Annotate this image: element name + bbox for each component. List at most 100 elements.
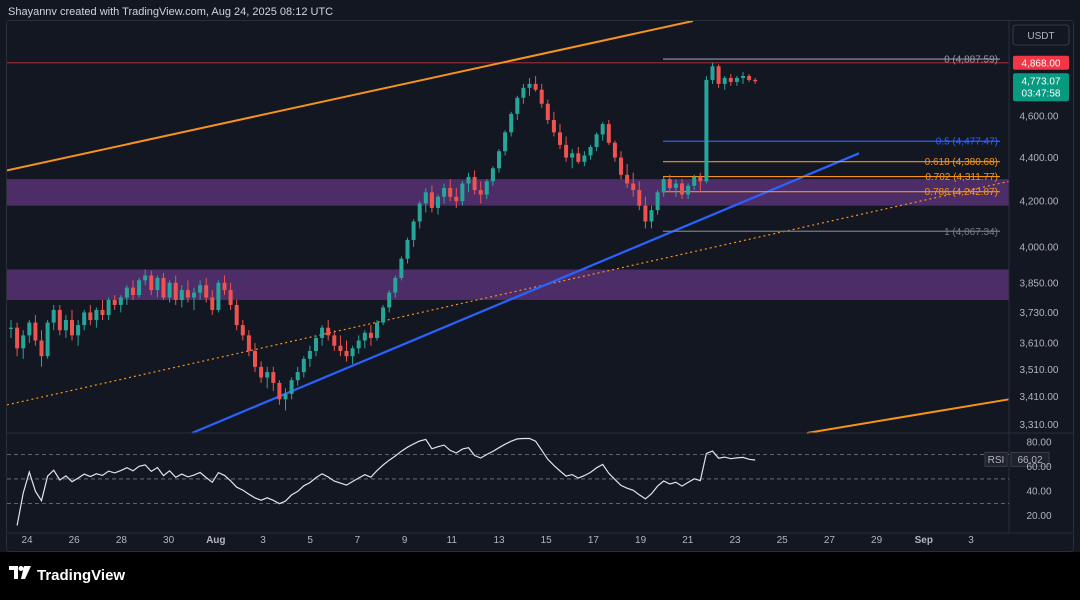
candle-body (539, 89, 544, 104)
candle-body (51, 309, 56, 323)
candle-body (667, 179, 672, 188)
candle-body (399, 258, 404, 278)
candle-body (185, 290, 190, 298)
price-chart[interactable]: 0 (4,887.59) 0.5 (4,477.47) 0.618 (4,380.6… (7, 21, 1073, 551)
candle-body (436, 196, 440, 208)
candle-body (381, 307, 386, 323)
chart-area[interactable]: 0 (4,887.59) 0.5 (4,477.47) 0.618 (4,380.6… (6, 20, 1074, 552)
rsi-tick-label: 80.00 (1026, 438, 1051, 449)
candle-body (88, 312, 93, 321)
candle-body (265, 372, 270, 378)
time-tick-label: 21 (682, 535, 694, 546)
fib-level-label-4: 0.786 (4,242.87) (925, 187, 998, 198)
candle-body (106, 299, 111, 315)
candle-body (619, 157, 623, 175)
time-tick-label: 26 (69, 535, 81, 546)
candle-body (515, 97, 520, 114)
candle-body (246, 335, 251, 351)
candle-body (466, 176, 471, 184)
candle-body (551, 119, 556, 133)
candle-body (94, 309, 99, 321)
candle-body (338, 345, 343, 351)
candle-body (27, 322, 32, 336)
candle-body (734, 77, 739, 82)
price-tick-label: 4,000.00 (1020, 242, 1059, 253)
candle-body (222, 282, 227, 291)
time-tick-label: 23 (729, 535, 741, 546)
time-tick-label: 11 (447, 535, 458, 546)
rsi-value-tag (1010, 451, 1050, 467)
candle-body (118, 297, 123, 305)
candle-body (143, 275, 148, 281)
candle-body (161, 277, 166, 298)
candle-body (497, 151, 501, 169)
candle-body (344, 350, 349, 357)
time-tick-label: 19 (635, 535, 647, 546)
time-tick-label: 30 (163, 535, 175, 546)
price-tick-label: 4,600.00 (1020, 111, 1059, 122)
last-price-tag (1013, 73, 1069, 102)
candle-body (307, 350, 312, 359)
candle-body (82, 312, 87, 326)
candle-body (198, 285, 203, 293)
candle-body (698, 176, 703, 182)
candle-body (179, 290, 184, 300)
candle-body (661, 179, 666, 193)
candle-body (57, 309, 62, 331)
candle-body (655, 192, 660, 211)
candle-body (167, 282, 172, 298)
candle-body (100, 309, 105, 315)
tradingview-logo-icon (9, 566, 31, 585)
candle-body (680, 183, 684, 195)
candle-body (588, 146, 593, 156)
candle-body (728, 77, 733, 82)
time-tick-label: 13 (493, 535, 505, 546)
price-tick-label: 3,850.00 (1020, 278, 1059, 289)
candle-body (350, 348, 355, 357)
price-tick-label: 3,410.00 (1020, 392, 1059, 403)
ascending-trendline (191, 152, 860, 435)
channel-lower-line (806, 398, 1010, 434)
rsi-name-tag (984, 451, 1008, 467)
fib-level-label-2: 0.618 (4,380.68) (925, 157, 998, 168)
candle-body (564, 144, 569, 158)
candle-body (9, 327, 13, 329)
time-tick-label: 25 (777, 535, 789, 546)
time-tick-label: 7 (355, 535, 361, 546)
high-price-tag (1013, 55, 1069, 70)
candle-body (76, 325, 81, 336)
time-tick-label: 24 (21, 535, 33, 546)
candle-body (509, 113, 514, 133)
fib-level-label-0: 0 (4,887.59) (944, 55, 998, 66)
price-tick-label: 4,200.00 (1020, 197, 1059, 208)
candle-body (112, 299, 117, 305)
time-tick-label: 3 (968, 535, 974, 546)
time-tick-label: Aug (206, 535, 225, 546)
time-tick-label: 27 (824, 535, 836, 546)
candle-body (673, 183, 678, 188)
supply-demand-zone-1 (7, 179, 1009, 206)
rsi-name-label: RSI (988, 455, 1005, 466)
last-price-tag-label: 4,773.07 (1022, 76, 1061, 87)
candle-body (131, 287, 135, 296)
quote-currency-button (1012, 24, 1070, 46)
candle-body (15, 327, 20, 349)
tradingview-logo-text: TradingView (37, 567, 126, 584)
time-tick-label: 28 (116, 535, 128, 546)
candle-body (631, 183, 636, 191)
candle-body (368, 332, 373, 338)
candle-body (545, 103, 550, 120)
tradingview-logo[interactable]: TradingView (9, 566, 125, 585)
candle-body (692, 176, 697, 186)
candle-body (320, 327, 325, 338)
candle-body (741, 75, 745, 78)
candle-body (637, 190, 642, 206)
candle-body (289, 380, 294, 394)
rsi-tick-label: 40.00 (1026, 487, 1051, 498)
chart-caption: Shayannv created with TradingView.com, A… (8, 6, 334, 18)
candle-body (124, 287, 129, 298)
high-price-tag-label: 4,868.00 (1022, 58, 1061, 69)
candle-body (417, 203, 422, 222)
candle-body (710, 66, 715, 80)
price-tick-label: 4,400.00 (1020, 153, 1059, 164)
